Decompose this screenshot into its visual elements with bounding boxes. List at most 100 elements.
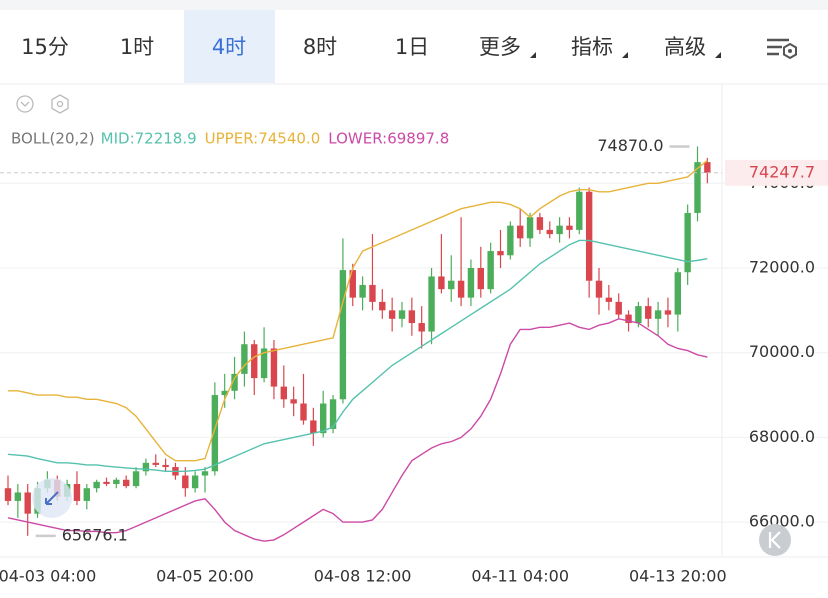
legend-entry: LOWER:69897.8 [328,130,449,148]
candle-body [497,251,504,256]
candle-body [241,344,248,374]
candle-body [684,212,691,273]
candle-body [625,314,632,324]
high-label: 74870.0 [597,136,663,155]
candle-body [605,297,613,302]
candle-body [359,284,366,298]
active-tab-bg [184,10,275,83]
candle-body [595,280,603,298]
logo [32,478,72,518]
candle-body [310,420,317,434]
candle-body [152,462,159,465]
candle-body [182,475,189,489]
candle-body [349,270,356,298]
boll-line [7,318,708,542]
candle-body [467,267,475,298]
top-strip [0,0,828,10]
candle-body [369,284,376,302]
tab[interactable]: 更多 [479,35,521,59]
tab[interactable]: 4时 [212,35,246,59]
candle-body [408,310,416,324]
candle-body [388,310,396,319]
tab[interactable]: 15分 [21,35,69,59]
x-tick-label: 04-13 20:00 [629,567,727,586]
y-tick-label: 66000.0 [749,512,815,531]
x-tick-label: 04-03 04:00 [0,567,96,586]
boll-line [8,159,708,462]
candle-body [438,276,445,290]
logo-arrows [45,491,59,505]
candle-body [103,481,110,484]
candle-body [123,479,130,487]
settings-icon[interactable] [767,38,797,60]
tab[interactable]: 高级 [664,35,706,59]
candle-body [517,225,524,239]
tab[interactable]: 1时 [120,35,154,59]
legend-entry: UPPER:74540.0 [205,130,321,148]
candle-body [162,464,169,468]
candle-body [300,403,307,421]
collapse-icon[interactable] [16,95,34,113]
candle-body [576,191,583,230]
x-tick-label: 04-11 04:00 [471,567,569,586]
y-tick-label: 72000.0 [749,257,815,276]
candle-body [526,217,534,239]
candle-body [83,488,90,501]
y-tick-label: 70000.0 [749,342,815,361]
candle-body [329,399,337,429]
candle-body [507,225,514,256]
candle-body [448,280,455,290]
low-label: 65676.1 [62,525,128,544]
tab[interactable]: 1日 [395,35,429,59]
candle-body [635,306,642,324]
candle-body [536,217,544,230]
dropdown-arrow [530,52,536,58]
tab[interactable]: 8时 [303,35,337,59]
candle-body [113,479,120,484]
back-button-circle[interactable] [759,524,791,556]
candle-body [251,344,258,379]
candle-body [694,162,701,213]
candle-body [398,310,406,319]
chart: BOLL(20,2) MID:72218.9 UPPER:74540.0 LOWER:… [0,84,828,586]
candle-body [14,492,22,501]
candle-body [231,373,238,391]
candle-body [556,225,563,235]
candle-body [201,471,209,476]
candle-body [339,270,347,400]
candle-body [654,310,662,319]
candle-body [546,229,553,235]
candle-body [674,272,681,315]
dropdown-arrow [715,52,721,58]
back-button[interactable] [759,524,791,556]
candle-body [270,348,278,387]
candle-body [704,162,711,173]
last-price-label: 74247.7 [749,162,815,181]
candle-body [211,395,219,472]
candle-body [73,483,81,501]
candle-body [4,488,12,501]
indicator-settings-icon[interactable] [51,94,69,114]
candle-body [487,251,494,290]
x-tick-label: 04-08 12:00 [314,567,412,586]
candle-body [418,323,425,332]
candle-body [379,301,386,311]
candle-body [428,276,435,332]
y-tick-label: 68000.0 [749,427,815,446]
legend-entry: MID:72218.9 [101,130,197,148]
candle-body [664,310,672,315]
tab-bar: 15分 1时 4时 8时 1日 更多 指标 高级 [21,10,721,83]
dropdown-arrow [622,52,628,58]
tab[interactable]: 指标 [571,35,613,59]
candle-body [457,280,465,298]
candle-body [24,492,31,514]
candle-body [93,481,100,489]
candle-body [615,301,622,315]
candle-body [585,191,593,281]
candle-body [280,386,287,400]
candle-body [191,475,199,489]
candle-body [221,390,228,396]
candle-body [477,267,484,290]
back-button-icon[interactable] [768,531,781,549]
